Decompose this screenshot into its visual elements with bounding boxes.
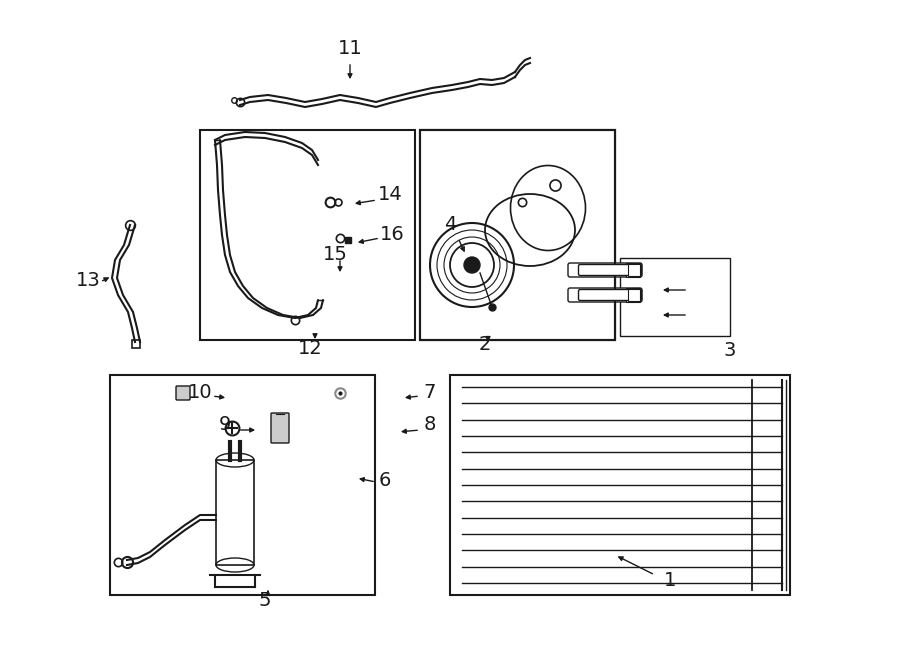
Text: 11: 11 bbox=[338, 38, 363, 58]
Text: 2: 2 bbox=[479, 336, 491, 354]
Text: 8: 8 bbox=[424, 416, 436, 434]
FancyBboxPatch shape bbox=[579, 264, 642, 276]
FancyBboxPatch shape bbox=[271, 413, 289, 443]
Text: 15: 15 bbox=[322, 245, 347, 264]
Text: 14: 14 bbox=[378, 186, 402, 204]
Polygon shape bbox=[420, 130, 615, 340]
Text: 12: 12 bbox=[298, 338, 322, 358]
Text: 3: 3 bbox=[724, 340, 736, 360]
Bar bbox=[200, 130, 415, 340]
Bar bbox=[626, 288, 640, 302]
FancyBboxPatch shape bbox=[176, 386, 190, 400]
FancyBboxPatch shape bbox=[568, 263, 642, 277]
Bar bbox=[626, 263, 640, 277]
Bar bbox=[110, 375, 375, 595]
Bar bbox=[628, 264, 640, 276]
Bar bbox=[620, 258, 730, 336]
Text: 6: 6 bbox=[379, 471, 392, 490]
Text: 4: 4 bbox=[444, 215, 456, 235]
Text: 7: 7 bbox=[424, 383, 436, 401]
Text: 9: 9 bbox=[219, 416, 231, 434]
Text: 16: 16 bbox=[380, 225, 404, 245]
Bar bbox=[216, 460, 254, 565]
Circle shape bbox=[464, 257, 480, 273]
Text: 10: 10 bbox=[188, 383, 212, 401]
Bar bbox=[420, 130, 615, 340]
FancyBboxPatch shape bbox=[568, 288, 642, 302]
Bar bbox=[628, 289, 640, 301]
Bar bbox=[450, 375, 790, 595]
FancyBboxPatch shape bbox=[579, 290, 642, 301]
Text: 5: 5 bbox=[259, 590, 271, 609]
Text: 1: 1 bbox=[664, 570, 676, 590]
Text: 13: 13 bbox=[76, 270, 101, 290]
Bar bbox=[420, 130, 615, 340]
